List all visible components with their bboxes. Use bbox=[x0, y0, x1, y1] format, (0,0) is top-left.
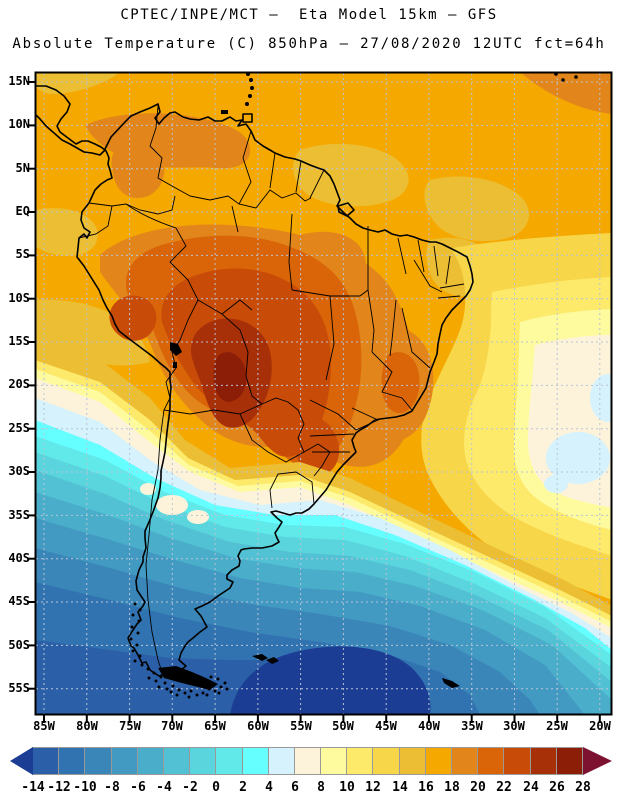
colorbar-tick-label: 22 bbox=[496, 780, 512, 795]
south-america-coastline bbox=[36, 85, 474, 677]
lon-tick-label: 20W bbox=[589, 719, 611, 733]
page-title: CPTEC/INPE/MCT – Eta Model 15km – GFS bbox=[120, 7, 498, 23]
navy-cold-core bbox=[230, 646, 431, 714]
lon-tick-label: 70W bbox=[161, 719, 183, 733]
colorbar-tick-label: -2 bbox=[182, 780, 198, 795]
colorbar bbox=[10, 747, 612, 775]
colorbar-tick-label: 18 bbox=[444, 780, 460, 795]
lake-titicaca bbox=[170, 342, 182, 356]
lon-tick-label: 25W bbox=[546, 719, 568, 733]
colorbar-right-arrow bbox=[582, 747, 612, 775]
colorbar-cell bbox=[267, 747, 295, 775]
colorbar-cell bbox=[241, 747, 269, 775]
colorbar-cell bbox=[110, 747, 138, 775]
map-frame bbox=[34, 71, 613, 716]
lon-tick-label: 45W bbox=[375, 719, 397, 733]
colorbar-cell bbox=[58, 747, 86, 775]
colorbar-tick-label: 10 bbox=[339, 780, 355, 795]
page-subtitle: Absolute Temperature (C) 850hPa – 27/08/… bbox=[12, 36, 606, 52]
colorbar-cell bbox=[320, 747, 348, 775]
colorbar-tick-label: -6 bbox=[130, 780, 146, 795]
colorbar-cell bbox=[84, 747, 112, 775]
colorbar-cell bbox=[398, 747, 426, 775]
colorbar-tick-label: 20 bbox=[470, 780, 486, 795]
lat-tick-label: 55S bbox=[8, 681, 30, 695]
colorbar-tick-label: 16 bbox=[418, 780, 434, 795]
lat-tick-label: 50S bbox=[8, 638, 30, 652]
colorbar-cell bbox=[215, 747, 243, 775]
graticule bbox=[36, 73, 611, 714]
lat-tick-label: 35S bbox=[8, 508, 30, 522]
colorbar-cell bbox=[136, 747, 164, 775]
colorbar-tick-label: 26 bbox=[549, 780, 565, 795]
islands-and-lakes bbox=[129, 73, 578, 699]
marajo-island bbox=[337, 202, 355, 217]
falkland-islands bbox=[252, 654, 279, 664]
cape-verde-islands bbox=[554, 73, 558, 76]
colorbar-cell bbox=[555, 747, 583, 775]
lat-tick-label: 5S bbox=[15, 247, 30, 261]
colorbar-tick-label: 8 bbox=[317, 780, 325, 795]
colorbar-tick-label: 28 bbox=[575, 780, 591, 795]
lon-tick-label: 55W bbox=[290, 719, 312, 733]
colorbar-tick-label: 2 bbox=[239, 780, 247, 795]
lat-tick-label: 20S bbox=[8, 377, 30, 391]
colorbar-tick-label: 6 bbox=[291, 780, 299, 795]
lat-tick-label: 30S bbox=[8, 464, 30, 478]
central-america-coastline bbox=[36, 85, 106, 156]
lat-tick-label: 15N bbox=[8, 74, 30, 88]
colorbar-tick-label: 0 bbox=[212, 780, 220, 795]
colorbar-left-arrow bbox=[10, 747, 33, 775]
lon-tick-label: 35W bbox=[461, 719, 483, 733]
lon-tick-label: 65W bbox=[204, 719, 226, 733]
axis-ticks bbox=[27, 81, 601, 723]
colorbar-tick-label: 24 bbox=[523, 780, 539, 795]
colorbar-tick-label: 12 bbox=[365, 780, 381, 795]
colorbar-cell bbox=[424, 747, 452, 775]
lon-tick-label: 80W bbox=[76, 719, 98, 733]
tierra-del-fuego-speckles bbox=[129, 602, 229, 699]
lat-tick-label: EQ bbox=[15, 204, 30, 218]
country-state-borders bbox=[78, 105, 465, 676]
colorbar-cell bbox=[529, 747, 557, 775]
lat-tick-label: 25S bbox=[8, 421, 30, 435]
lat-tick-label: 40S bbox=[8, 551, 30, 565]
south-georgia-island bbox=[442, 678, 460, 688]
colorbar-cell bbox=[162, 747, 191, 775]
trinidad-island bbox=[242, 113, 253, 123]
colorbar-tick-label: 4 bbox=[265, 780, 273, 795]
colorbar-cell bbox=[503, 747, 531, 775]
lat-tick-label: 5N bbox=[15, 161, 30, 175]
lon-tick-label: 85W bbox=[33, 719, 55, 733]
colorbar-cell bbox=[477, 747, 505, 775]
temperature-field bbox=[36, 73, 611, 714]
lon-tick-label: 30W bbox=[503, 719, 525, 733]
colorbar-cell bbox=[293, 747, 322, 775]
margarita-island bbox=[221, 110, 228, 114]
colorbar-cell bbox=[189, 747, 217, 775]
lat-tick-label: 10S bbox=[8, 291, 30, 305]
colorbar-tick-label: -4 bbox=[156, 780, 172, 795]
lat-tick-label: 45S bbox=[8, 594, 30, 608]
lon-tick-label: 60W bbox=[247, 719, 269, 733]
colorbar-tick-label: -8 bbox=[104, 780, 120, 795]
colorbar-cell bbox=[346, 747, 374, 775]
colorbar-tick-label: -10 bbox=[73, 780, 97, 795]
colorbar-tick-label: -12 bbox=[47, 780, 71, 795]
colorbar-tick-label: 14 bbox=[392, 780, 408, 795]
lon-tick-label: 75W bbox=[119, 719, 141, 733]
colorbar-cell bbox=[372, 747, 400, 775]
colorbar-tick-label: -14 bbox=[21, 780, 45, 795]
lon-tick-label: 40W bbox=[418, 719, 440, 733]
lat-tick-label: 10N bbox=[8, 117, 30, 131]
lon-tick-label: 50W bbox=[332, 719, 354, 733]
colorbar-cell bbox=[32, 747, 60, 775]
lat-tick-label: 15S bbox=[8, 334, 30, 348]
colorbar-cell bbox=[451, 747, 479, 775]
